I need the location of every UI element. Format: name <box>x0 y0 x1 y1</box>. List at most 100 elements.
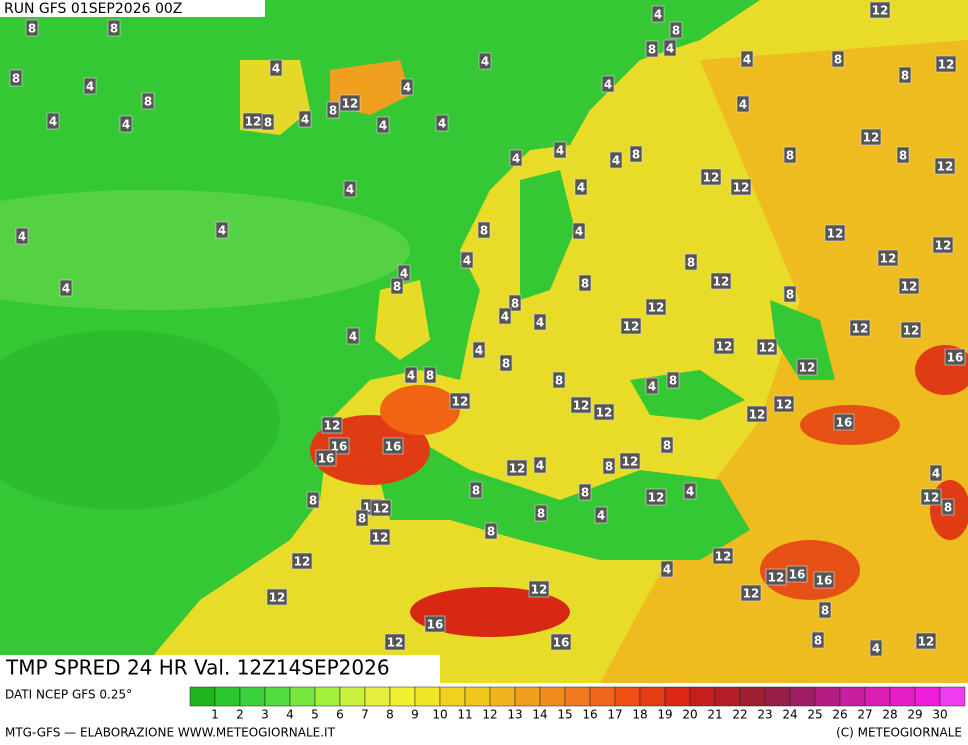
scale-label: 5 <box>311 708 319 722</box>
label-box <box>593 403 615 421</box>
map-label: 12 <box>937 160 954 174</box>
label-box <box>736 95 750 113</box>
map-label: 4 <box>481 55 489 69</box>
color-swatch <box>239 686 266 707</box>
map-label: 4 <box>932 467 940 481</box>
label-box <box>756 338 778 356</box>
color-swatch <box>489 686 516 707</box>
label-box <box>460 251 474 269</box>
label-box <box>898 277 920 295</box>
scale-label: 14 <box>532 708 547 722</box>
label-box <box>710 272 732 290</box>
map-label: 4 <box>739 98 747 112</box>
map-label: 4 <box>122 118 130 132</box>
map-label: 12 <box>452 395 469 409</box>
label-box <box>499 354 513 372</box>
map-label: 12 <box>373 502 390 516</box>
map-label: 4 <box>463 254 471 268</box>
map-label: 12 <box>880 252 897 266</box>
color-swatch <box>764 686 791 707</box>
label-box <box>669 21 683 39</box>
color-swatch <box>639 686 666 707</box>
label-box <box>833 413 855 431</box>
label-box <box>141 92 155 110</box>
label-box <box>355 509 369 527</box>
label-box <box>786 565 808 583</box>
label-box <box>818 601 832 619</box>
label-box <box>119 115 133 133</box>
map-label: 4 <box>536 316 544 330</box>
map-label: 12 <box>733 181 750 195</box>
map-label: 8 <box>502 357 510 371</box>
label-box <box>932 236 954 254</box>
map-label: 12 <box>573 399 590 413</box>
map-label: 4 <box>648 380 656 394</box>
label-box <box>266 588 288 606</box>
scale-label: 10 <box>432 708 447 722</box>
scale-label: 18 <box>632 708 647 722</box>
map-label: 12 <box>749 408 766 422</box>
map-label: 4 <box>743 53 751 67</box>
map-label: 12 <box>918 635 935 649</box>
label-box <box>550 633 572 651</box>
label-box <box>896 146 910 164</box>
label-box <box>343 180 357 198</box>
map-label: 16 <box>947 351 964 365</box>
map-label: 8 <box>899 149 907 163</box>
map-label: 8 <box>480 224 488 238</box>
scale-label: 1 <box>211 708 219 722</box>
label-box <box>435 114 449 132</box>
label-box <box>570 396 592 414</box>
map-label: 8 <box>12 72 20 86</box>
label-box <box>572 222 586 240</box>
map-label: 12 <box>715 550 732 564</box>
label-box <box>315 449 337 467</box>
label-box <box>645 488 667 506</box>
label-box <box>553 141 567 159</box>
map-label: 12 <box>743 587 760 601</box>
map-label: 8 <box>632 148 640 162</box>
map-label: 4 <box>301 113 309 127</box>
color-swatch <box>939 686 966 707</box>
label-box <box>811 631 825 649</box>
map-label: 8 <box>537 507 545 521</box>
label-box <box>683 482 697 500</box>
label-box <box>533 313 547 331</box>
label-box <box>740 50 754 68</box>
color-swatch <box>264 686 291 707</box>
map-label: 12 <box>863 131 880 145</box>
scale-label: 22 <box>732 708 747 722</box>
scale-label: 20 <box>682 708 697 722</box>
label-box <box>783 146 797 164</box>
label-box <box>477 221 491 239</box>
map-label: 4 <box>654 8 662 22</box>
scale-label: 15 <box>557 708 572 722</box>
color-swatch <box>439 686 466 707</box>
map-label: 12 <box>759 341 776 355</box>
label-box <box>534 504 548 522</box>
color-swatch <box>414 686 441 707</box>
label-box <box>59 279 73 297</box>
label-box <box>533 456 547 474</box>
label-box <box>660 436 674 454</box>
label-box <box>528 580 550 598</box>
label-box <box>831 50 845 68</box>
map-label: 12 <box>827 227 844 241</box>
color-swatch <box>789 686 816 707</box>
header-box <box>0 0 265 17</box>
map-label: 12 <box>269 591 286 605</box>
map-label: 4 <box>577 181 585 195</box>
label-box <box>384 633 406 651</box>
label-box <box>397 264 411 282</box>
color-swatch <box>839 686 866 707</box>
map-label: 8 <box>672 24 680 38</box>
label-box <box>849 319 871 337</box>
map-label: 4 <box>666 42 674 56</box>
color-swatch <box>464 686 491 707</box>
map-label: 4 <box>556 144 564 158</box>
footer-left: MTG-GFS — ELABORAZIONE WWW.METEOGIORNALE… <box>5 726 336 740</box>
label-box <box>382 437 404 455</box>
